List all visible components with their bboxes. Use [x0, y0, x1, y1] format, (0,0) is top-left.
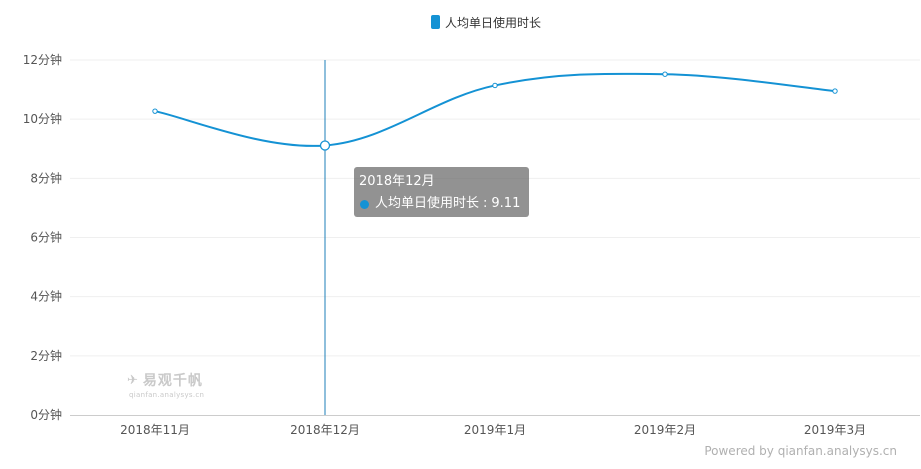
series-points — [152, 71, 838, 151]
y-tick-label: 0分钟 — [30, 407, 62, 422]
tooltip-separator: : — [483, 196, 488, 211]
x-tick-label: 2019年1月 — [464, 423, 526, 437]
x-tick-label: 2019年3月 — [804, 423, 866, 437]
tooltip-value: 9.11 — [491, 196, 521, 211]
powered-by-credit[interactable]: Powered by qianfan.analysys.cn — [704, 444, 897, 458]
x-tick-label: 2018年11月 — [120, 423, 190, 437]
data-point[interactable] — [152, 108, 158, 114]
y-tick-label: 4分钟 — [30, 289, 62, 304]
x-tick-label: 2018年12月 — [290, 423, 360, 437]
y-tick-label: 10分钟 — [23, 111, 62, 126]
watermark: ✈ 易观千帆 qianfan.analysys.cn — [127, 370, 205, 400]
bird-logo-icon: ✈ — [127, 372, 139, 388]
tooltip: 2018年12月 人均单日使用时长 : 9.11 — [354, 167, 529, 217]
y-tick-label: 12分钟 — [23, 52, 62, 67]
tooltip-series-dot — [360, 199, 369, 209]
tooltip-row: 人均单日使用时长 : 9.11 — [359, 194, 523, 214]
y-tick-label: 2分钟 — [30, 348, 62, 363]
legend-swatch — [431, 15, 440, 29]
gridlines — [70, 59, 920, 357]
watermark-domain: qianfan.analysys.cn — [129, 391, 205, 399]
data-point[interactable] — [662, 71, 668, 77]
y-tick-label: 6分钟 — [30, 230, 62, 245]
y-tick-label: 8分钟 — [30, 170, 62, 185]
legend[interactable]: 人均单日使用时长 — [431, 15, 541, 30]
watermark-brand: 易观千帆 — [142, 373, 203, 389]
data-point[interactable] — [832, 88, 838, 94]
y-axis: 0分钟 2分钟 4分钟 6分钟 8分钟 10分钟 12分钟 — [23, 52, 62, 422]
tooltip-title: 2018年12月 — [359, 174, 435, 189]
data-point[interactable] — [319, 140, 331, 151]
x-tick-label: 2019年2月 — [634, 423, 696, 437]
x-axis: 2018年11月 2018年12月 2019年1月 2019年2月 2019年3月 — [70, 415, 920, 437]
tooltip-series-name: 人均单日使用时长 — [375, 196, 480, 211]
data-point[interactable] — [492, 82, 498, 89]
legend-label: 人均单日使用时长 — [445, 15, 541, 30]
